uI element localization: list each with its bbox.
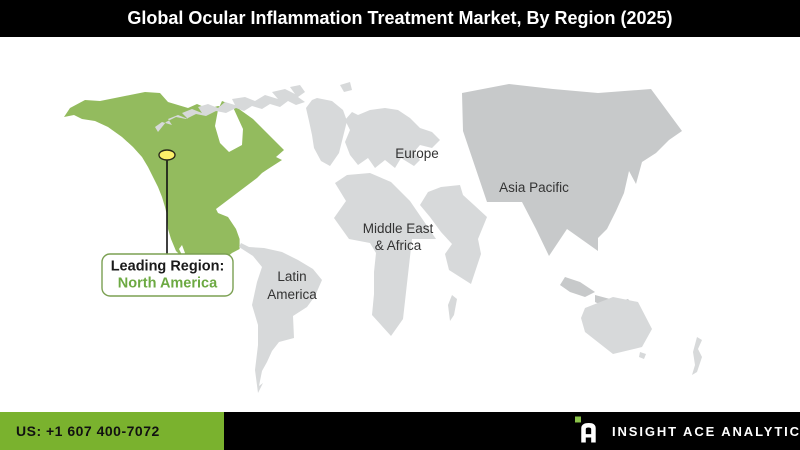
svg-text:America: America <box>267 287 317 302</box>
svg-text:Latin: Latin <box>277 269 306 284</box>
svg-text:Middle East: Middle East <box>363 221 434 236</box>
svg-text:Asia Pacific: Asia Pacific <box>499 180 569 195</box>
svg-text:Leading Region:: Leading Region: <box>111 259 225 275</box>
svg-text:Europe: Europe <box>395 146 439 161</box>
svg-text:& Africa: & Africa <box>375 238 422 253</box>
svg-text:North America: North America <box>118 276 218 292</box>
